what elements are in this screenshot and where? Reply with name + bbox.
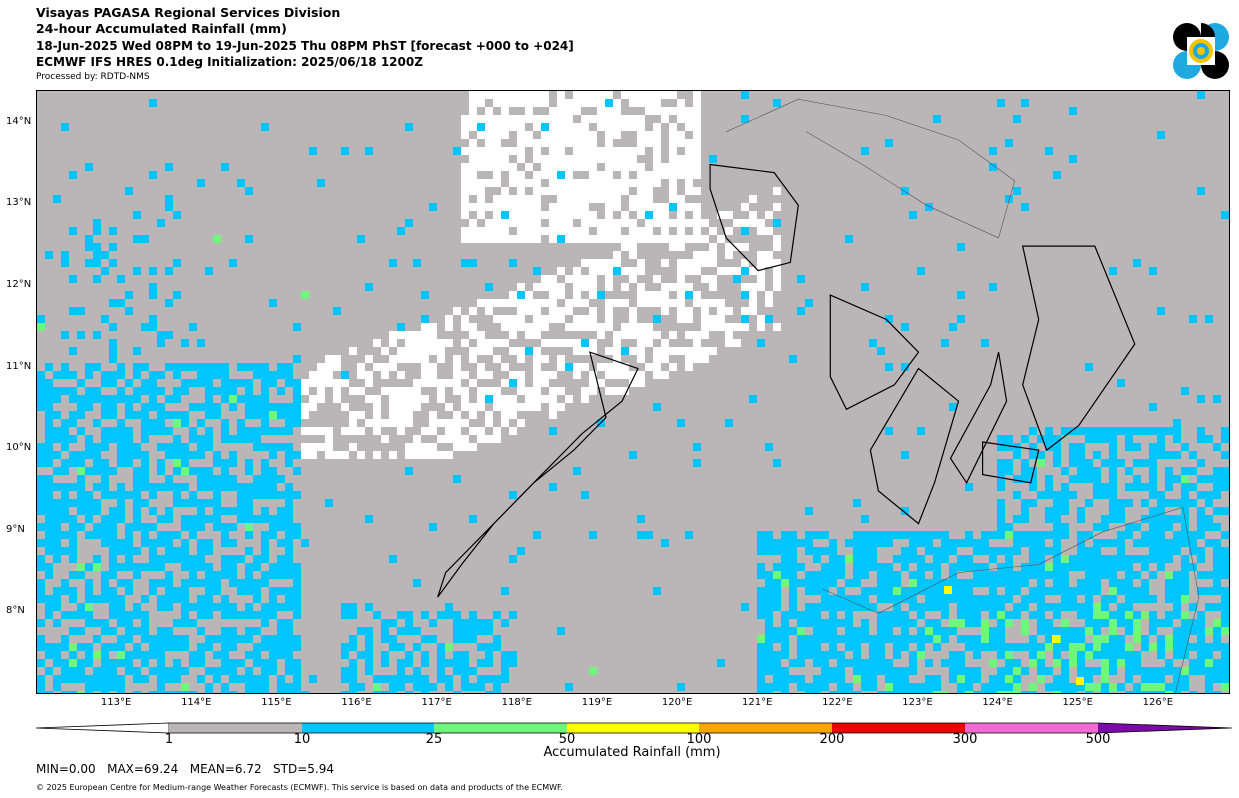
colorbar-tick: 100 <box>686 732 712 747</box>
colorbar-tick: 25 <box>425 732 443 747</box>
lon-label: 123°E <box>902 697 933 708</box>
lat-label: 10°N <box>6 442 32 454</box>
colorbar-tick: 1 <box>164 732 174 747</box>
colorbar-segment <box>832 723 965 733</box>
model-info: ECMWF IFS HRES 0.1deg Initialization: 20… <box>36 55 423 69</box>
lon-label: 120°E <box>661 697 693 708</box>
colorbar-tick: 10 <box>293 732 311 747</box>
colorbar-segment <box>302 723 434 733</box>
lon-label: 125°E <box>1062 697 1093 708</box>
colorbar-over <box>1098 723 1232 733</box>
title-line-1: Visayas PAGASA Regional Services Divisio… <box>36 5 341 20</box>
lon-label: 117°E <box>421 697 452 708</box>
lon-label: 113°E <box>100 697 132 708</box>
lon-label: 122°E <box>822 697 853 708</box>
lon-label: 121°E <box>742 697 773 708</box>
colorbar-tick: 200 <box>819 732 845 747</box>
colorbar-segment <box>965 723 1098 733</box>
lon-label: 116°E <box>341 697 372 708</box>
colorbar-tick: 500 <box>1085 732 1111 747</box>
lat-label: 9°N <box>6 523 25 535</box>
lon-label: 124°E <box>982 697 1013 708</box>
forecast-period: 18-Jun-2025 Wed 08PM to 19-Jun-2025 Thu … <box>36 39 574 53</box>
statistics: MIN=0.00 MAX=69.24 MEAN=6.72 STD=5.94 <box>36 762 335 776</box>
lon-label: 115°E <box>261 697 292 708</box>
colorbar-segment <box>169 723 302 733</box>
lat-label: 11°N <box>6 360 32 372</box>
colorbar-under <box>36 722 170 734</box>
lon-label: 119°E <box>581 697 613 708</box>
processed-by: Processed by: RDTD-NMS <box>36 72 150 82</box>
colorbar-segment <box>434 723 567 733</box>
rainfall-grid <box>37 91 1229 693</box>
lat-label: 12°N <box>6 278 32 290</box>
lat-label: 14°N <box>6 115 32 127</box>
colorbar-tick: 50 <box>558 732 576 747</box>
colorbar-title: Accumulated Rainfall (mm) <box>543 745 721 760</box>
colorbar <box>36 722 1232 734</box>
lon-label: 114°E <box>181 697 212 708</box>
lat-label: 13°N <box>6 197 32 209</box>
pagasa-logo <box>1173 23 1229 79</box>
lon-label: 118°E <box>501 697 532 708</box>
colorbar-segment <box>699 723 832 733</box>
lat-label: 8°N <box>6 605 25 617</box>
title-line-2: 24-hour Accumulated Rainfall (mm) <box>36 21 287 36</box>
lon-label: 126°E <box>1142 697 1174 708</box>
colorbar-tick: 300 <box>952 732 978 747</box>
rainfall-map[interactable] <box>36 90 1230 694</box>
colorbar-segment <box>567 723 699 733</box>
copyright-notice: © 2025 European Centre for Medium-range … <box>36 783 563 792</box>
